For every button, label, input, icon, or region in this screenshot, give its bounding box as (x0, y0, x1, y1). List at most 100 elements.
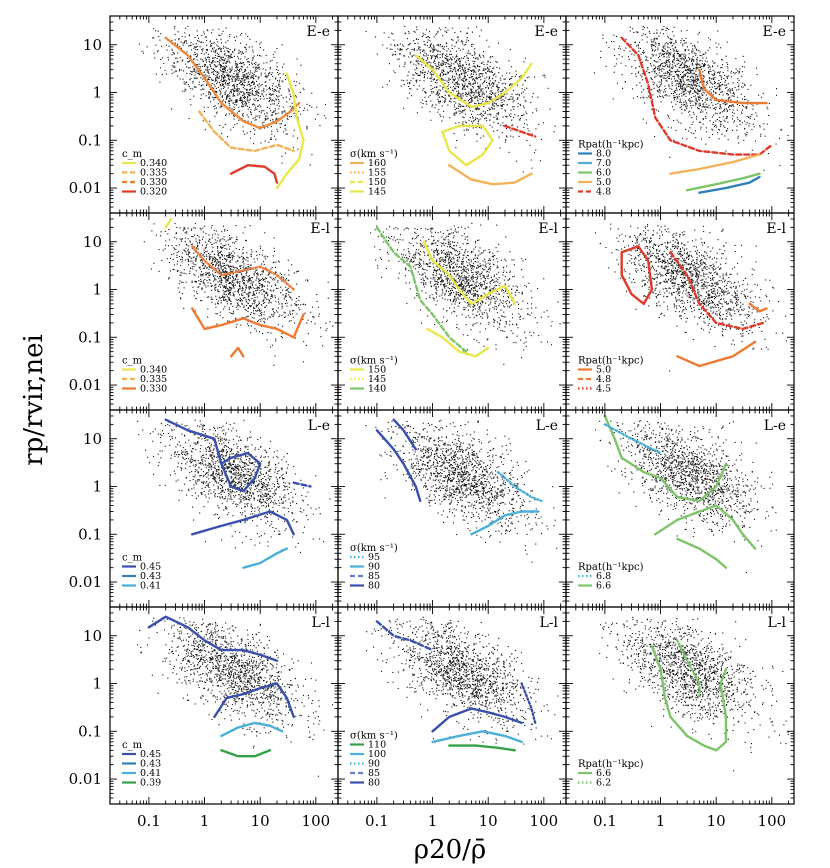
scatter-point (726, 86, 728, 88)
scatter-point (208, 72, 210, 74)
scatter-point (441, 60, 443, 62)
scatter-point (237, 79, 239, 81)
scatter-point (742, 55, 744, 57)
scatter-point (493, 83, 495, 85)
scatter-point (225, 240, 227, 242)
scatter-point (221, 56, 223, 58)
scatter-point (283, 316, 285, 318)
scatter-point (519, 104, 521, 106)
scatter-point (427, 57, 429, 59)
scatter-point (221, 231, 223, 233)
scatter-point (442, 60, 444, 62)
scatter-point (646, 27, 648, 29)
scatter-point (436, 33, 438, 35)
scatter-point (725, 55, 727, 57)
scatter-point (622, 87, 624, 89)
scatter-point (720, 91, 722, 93)
scatter-point (409, 42, 411, 44)
scatter-point (196, 64, 198, 66)
scatter-point (275, 113, 277, 115)
scatter-point (466, 85, 468, 87)
scatter-point (696, 59, 698, 61)
scatter-point (179, 46, 181, 48)
scatter-point (690, 43, 692, 45)
scatter-point (194, 74, 196, 76)
scatter-point (456, 74, 458, 76)
scatter-point (651, 71, 653, 73)
scatter-point (697, 77, 699, 79)
scatter-point (429, 37, 431, 39)
scatter-point (486, 95, 488, 97)
scatter-point (252, 117, 254, 119)
scatter-point (190, 78, 192, 80)
scatter-point (478, 91, 480, 93)
scatter-point (443, 110, 445, 112)
scatter-point (427, 54, 429, 56)
scatter-point (233, 87, 235, 89)
scatter-point (229, 71, 231, 73)
scatter-point (665, 94, 667, 96)
scatter-point (433, 36, 435, 38)
scatter-point (475, 67, 477, 69)
scatter-point (418, 74, 420, 76)
scatter-point (240, 100, 242, 102)
scatter-point (702, 74, 704, 76)
scatter-point (703, 65, 705, 67)
scatter-point (736, 89, 738, 91)
scatter-point (703, 64, 705, 66)
scatter-point (271, 93, 273, 95)
scatter-point (725, 101, 727, 103)
scatter-point (266, 295, 268, 297)
scatter-point (737, 82, 739, 84)
scatter-point (205, 76, 207, 78)
scatter-point (692, 100, 694, 102)
scatter-point (254, 67, 256, 69)
scatter-point (449, 95, 451, 97)
scatter-point (489, 97, 491, 99)
scatter-point (732, 129, 734, 131)
scatter-point (276, 95, 278, 97)
scatter-point (456, 41, 458, 43)
scatter-point (413, 48, 415, 50)
scatter-point (260, 72, 262, 74)
scatter-point (291, 264, 293, 266)
scatter-point (680, 55, 682, 57)
scatter-point (471, 113, 473, 115)
scatter-point (667, 114, 669, 116)
scatter-point (186, 72, 188, 74)
scatter-point (240, 34, 242, 36)
scatter-point (492, 108, 494, 110)
scatter-point (204, 66, 206, 68)
scatter-point (478, 108, 480, 110)
scatter-point (401, 79, 403, 81)
scatter-point (193, 252, 195, 254)
scatter-point (153, 28, 155, 30)
scatter-point (270, 126, 272, 128)
scatter-point (209, 61, 211, 63)
scatter-point (399, 53, 401, 55)
scatter-point (176, 226, 178, 228)
scatter-point (289, 98, 291, 100)
scatter-point (206, 40, 208, 42)
scatter-point (455, 97, 457, 99)
scatter-point (462, 110, 464, 112)
scatter-point (680, 64, 682, 66)
scatter-point (459, 64, 461, 66)
scatter-point (410, 80, 412, 82)
scatter-point (733, 91, 735, 93)
scatter-point (436, 82, 438, 84)
scatter-point (504, 109, 506, 111)
scatter-point (419, 52, 421, 54)
scatter-point (715, 97, 717, 99)
scatter-point (741, 104, 743, 106)
scatter-point (256, 66, 258, 68)
scatter-point (221, 42, 223, 44)
scatter-point (233, 90, 235, 92)
scatter-point (417, 62, 419, 64)
scatter-point (492, 82, 494, 84)
scatter-point (188, 256, 190, 258)
scatter-point (192, 82, 194, 84)
scatter-point (477, 65, 479, 67)
scatter-point (250, 88, 252, 90)
scatter-point (416, 73, 418, 75)
